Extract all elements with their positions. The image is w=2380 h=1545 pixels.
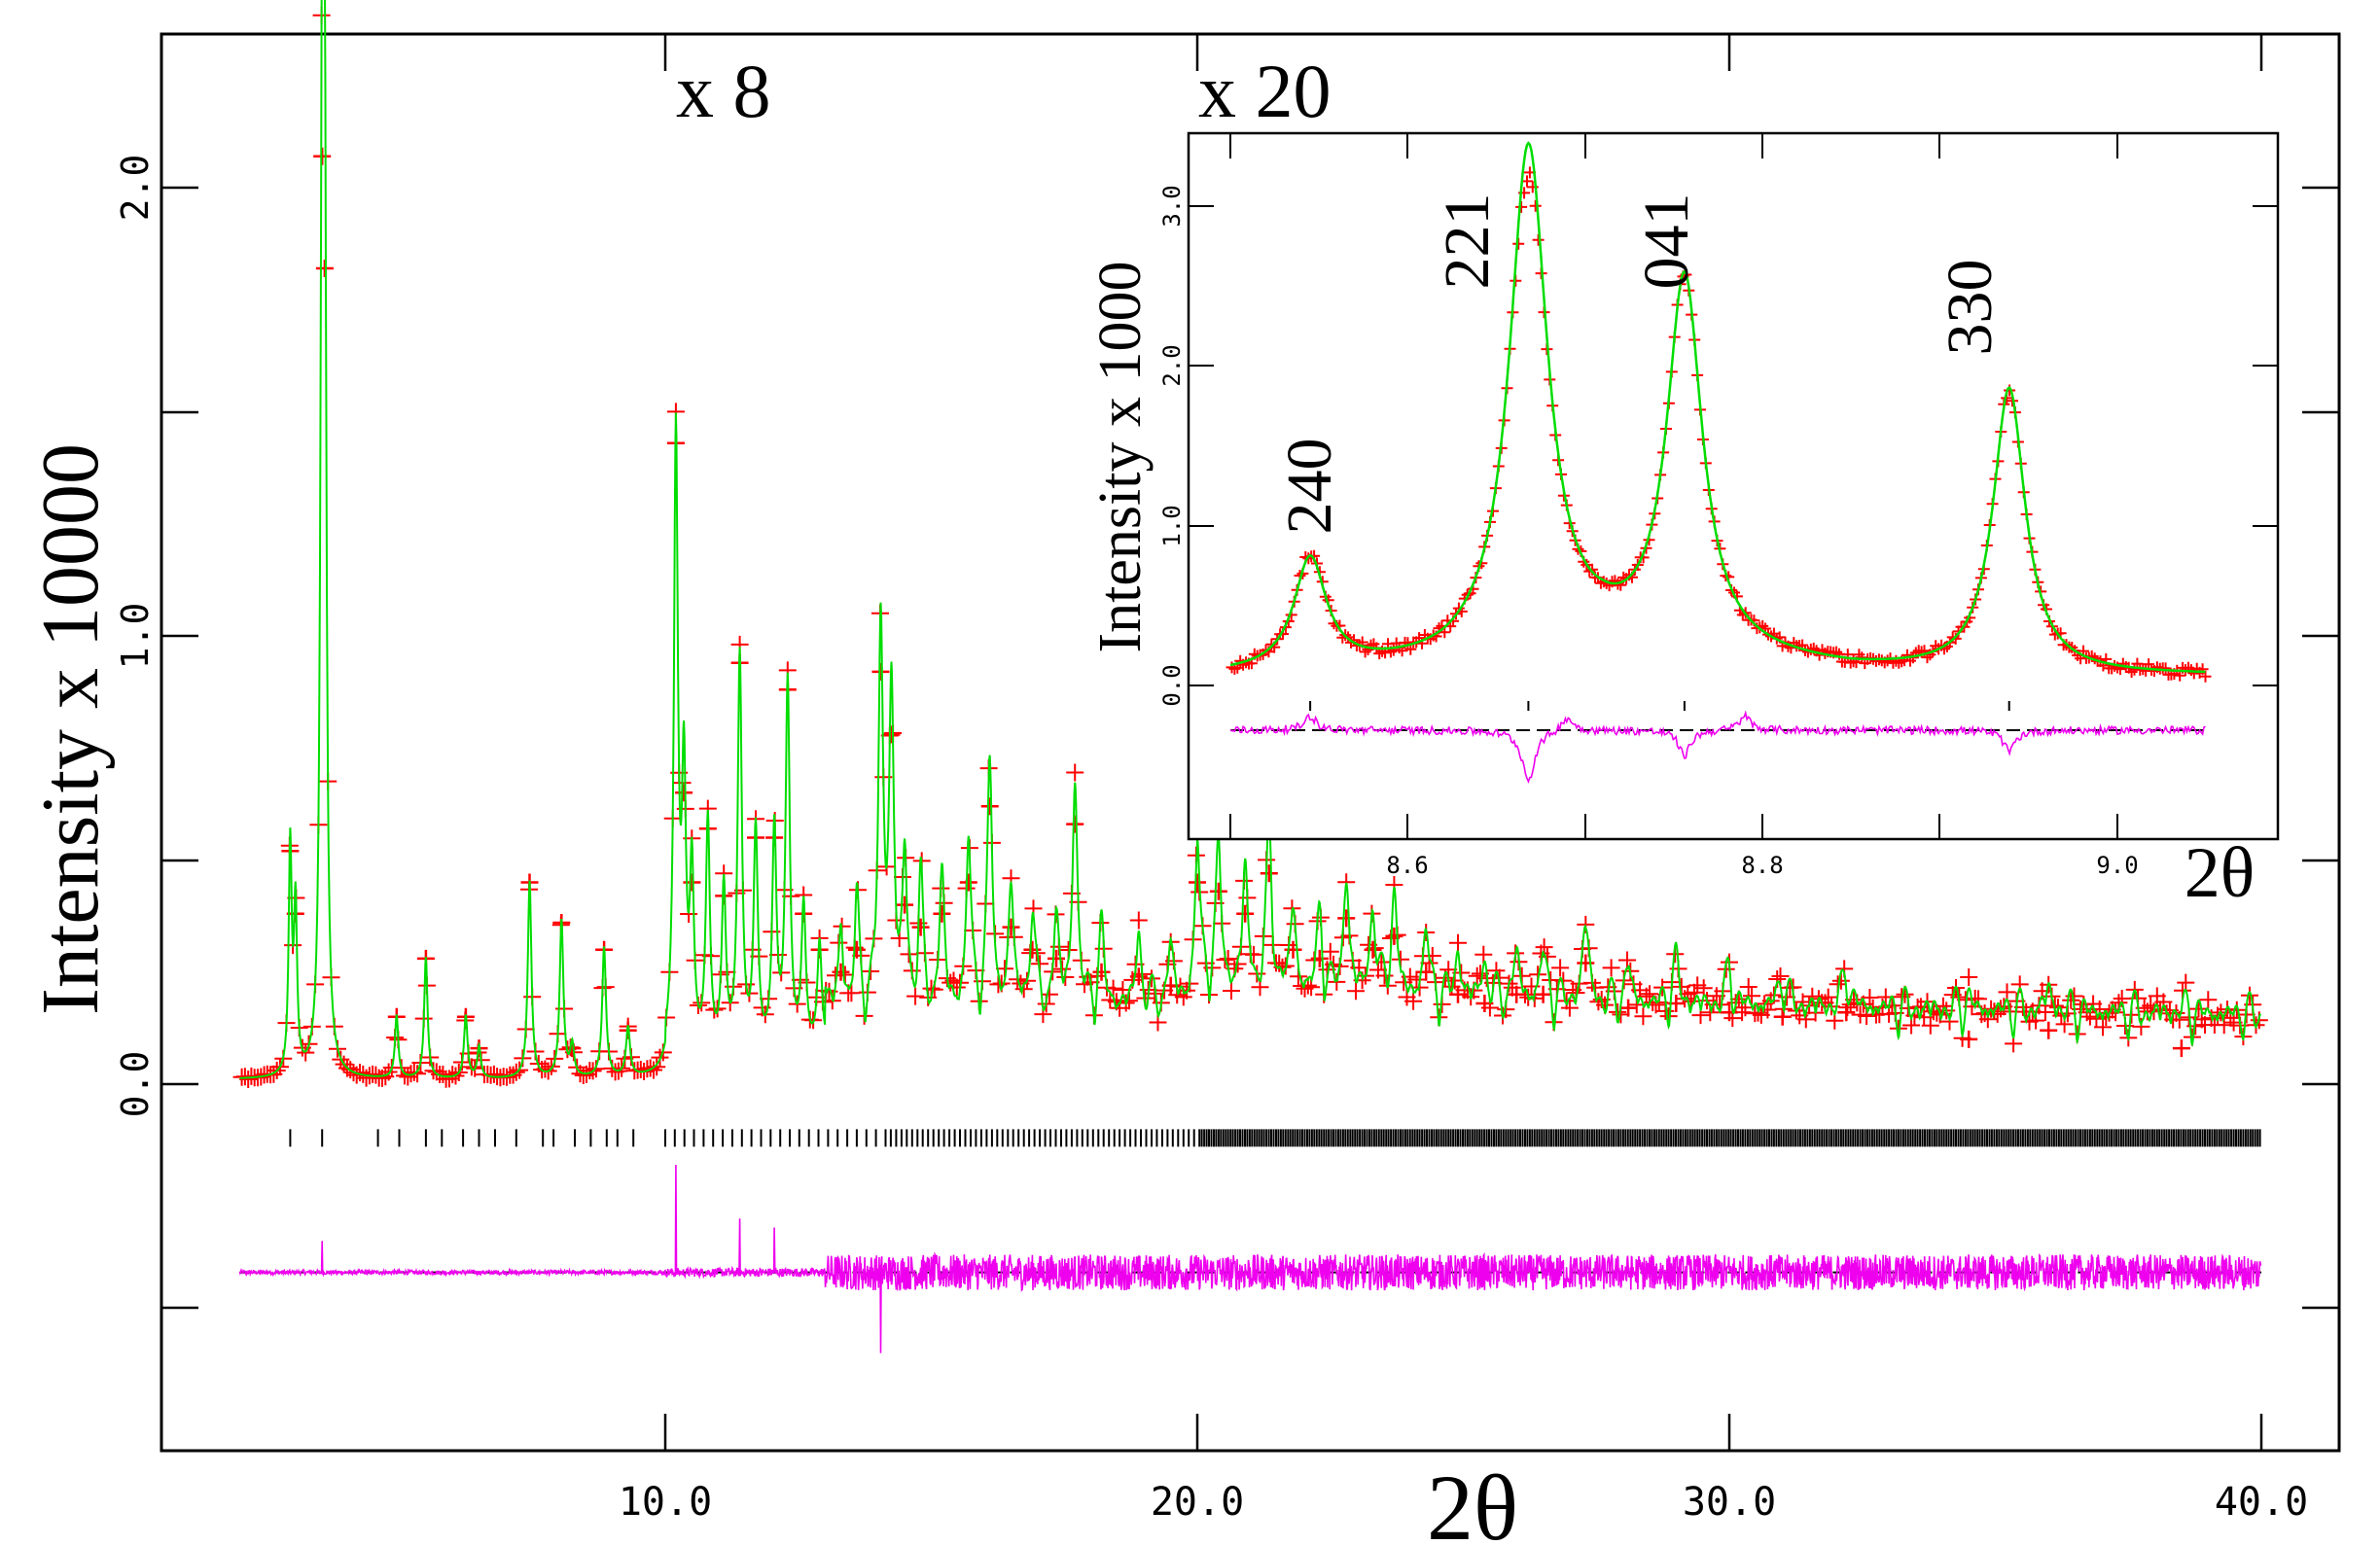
main-observed-point — [1002, 918, 1020, 936]
main-y-tick-label: 0.0 — [114, 1051, 157, 1118]
inset-calculated-layer — [1229, 141, 2206, 674]
main-x-tick-label: 10.0 — [619, 1480, 712, 1525]
main-observed-point — [1310, 949, 1329, 967]
main-observed-point — [2172, 1039, 2190, 1058]
main-observed-point — [1721, 1003, 1738, 1022]
main-observed-point — [1364, 940, 1382, 959]
inset-reflection-tick-marks — [1309, 701, 2010, 712]
inset-calculated-series — [1229, 141, 2206, 674]
inset-x-tick-labels: 8.6 8.8 9.0 — [1386, 852, 2138, 879]
inset-x-tick-label: 8.8 — [1741, 852, 1783, 879]
main-difference-layer — [238, 1164, 2262, 1353]
inset-y-tick-label: 0.0 — [1158, 664, 1186, 706]
inset-peak-labels: 240 221 041 330 — [1274, 193, 2006, 535]
main-calculated-layer — [239, 0, 2262, 1079]
inset-reflection-ticks — [1309, 701, 2010, 712]
main-observed-point — [2040, 1021, 2058, 1039]
main-observed-point — [1577, 954, 1595, 972]
main-observed-point — [315, 260, 334, 277]
main-observed-point — [1534, 985, 1552, 1003]
inset-y-tick-label: 1.0 — [1158, 505, 1186, 546]
inset-y-tick-labels: 0.0 1.0 2.0 3.0 — [1158, 185, 1186, 706]
inset-plot-frame — [1187, 131, 2280, 841]
peak-label-240: 240 — [1274, 439, 1345, 535]
main-observed-point — [1385, 927, 1403, 945]
main-reflection-tick-marks — [289, 1129, 2261, 1147]
inset-axis-ticks — [1189, 133, 2278, 839]
main-y-tick-label: 2.0 — [114, 155, 157, 222]
main-observed-point — [980, 797, 999, 816]
peak-label-221: 221 — [1432, 193, 1503, 290]
main-observed-point — [1619, 999, 1638, 1017]
main-observed-point — [1337, 909, 1356, 928]
main-observed-point — [1092, 963, 1111, 981]
inset-difference-layer — [1229, 710, 2207, 784]
main-x-tick-labels: 10.0 20.0 30.0 40.0 — [619, 1480, 2308, 1525]
inset-y-tick-label: 3.0 — [1158, 185, 1186, 227]
main-observed-point — [1129, 967, 1148, 986]
main-observed-point — [1260, 864, 1278, 883]
main-observed-point — [911, 918, 930, 936]
main-observed-point — [847, 940, 866, 959]
inset-x-tick-label: 9.0 — [2096, 852, 2138, 879]
main-x-tick-label: 40.0 — [2215, 1480, 2308, 1525]
main-difference-series — [238, 1164, 2262, 1353]
main-observed-point — [1508, 985, 1526, 1003]
main-y-tick-labels: 0.0 1.0 2.0 — [114, 155, 157, 1118]
main-observed-point — [1066, 815, 1084, 833]
main-axis-ticks — [161, 34, 2339, 1451]
main-observed-point — [882, 725, 901, 744]
main-reflection-ticks — [289, 1129, 2261, 1147]
inset-x-tick-label: 8.6 — [1386, 852, 1428, 879]
main-x-tick-label: 30.0 — [1683, 1480, 1776, 1525]
main-calculated-series — [239, 0, 2262, 1079]
inset-x-axis-title: 2θ — [2185, 833, 2255, 913]
main-observed-point — [959, 873, 977, 892]
main-observed-point — [1209, 882, 1227, 900]
scale-annotation-x8: x 8 — [676, 49, 771, 133]
main-observed-point — [1236, 904, 1255, 923]
main-observed-point — [1048, 949, 1065, 967]
main-observed-point — [1284, 940, 1302, 959]
main-observed-point — [871, 662, 890, 681]
main-y-axis-title: Intensity x 10000 — [25, 443, 116, 1015]
main-x-tick-label: 20.0 — [1151, 1480, 1244, 1525]
inset-y-tick-label: 2.0 — [1158, 344, 1186, 386]
scale-annotation-x20: x 20 — [1198, 49, 1332, 133]
peak-label-330: 330 — [1935, 260, 2006, 356]
main-observed-point — [933, 904, 951, 923]
inset-difference-series — [1229, 710, 2206, 784]
main-observed-point — [1189, 873, 1206, 892]
main-observed-point — [1837, 1003, 1856, 1022]
main-observed-point — [896, 895, 914, 914]
main-observed-point — [1773, 1007, 1792, 1026]
main-observed-point — [1960, 1030, 1978, 1048]
peak-label-041: 041 — [1631, 193, 1702, 290]
main-observed-point — [1023, 940, 1042, 959]
inset-y-axis-title: Intensity x 1000 — [1087, 262, 1154, 653]
main-y-tick-label: 1.0 — [114, 603, 157, 670]
main-observed-point — [675, 784, 693, 802]
main-observed-point — [832, 963, 850, 981]
main-observed-point — [1449, 985, 1467, 1003]
main-x-axis-title: 2θ — [1427, 1456, 1518, 1545]
